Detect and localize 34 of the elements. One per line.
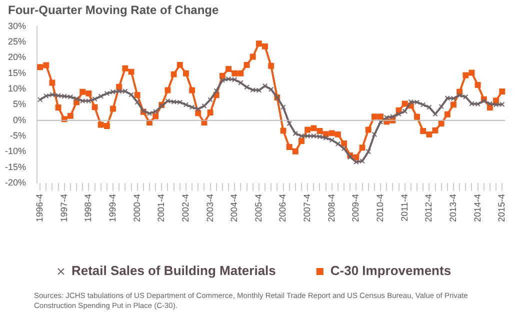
- x-tick-label: 1997-4: [58, 194, 69, 222]
- x-tick-label: 2003-4: [204, 194, 215, 222]
- legend-label: Retail Sales of Building Materials: [71, 263, 276, 278]
- y-tick-label: 30%: [8, 20, 26, 31]
- x-tick-label: 2015-4: [496, 194, 507, 222]
- x-tick-label: 2005-4: [253, 194, 264, 222]
- x-tick-label: 2009-4: [350, 194, 361, 222]
- y-tick-label: 25%: [8, 36, 26, 47]
- y-tick-label: 20%: [8, 52, 26, 62]
- y-tick-label: 15%: [8, 68, 26, 78]
- x-tick-label: 1999-4: [107, 194, 118, 222]
- x-tick-label: 2014-4: [472, 194, 482, 222]
- y-tick-label: 0%: [12, 114, 26, 125]
- x-tick-label: 2010-4: [375, 194, 386, 222]
- x-tick-label: 2008-4: [326, 194, 336, 222]
- x-tick-label: 1996-4: [34, 194, 45, 222]
- y-tick-label: -10%: [4, 146, 26, 156]
- chart-title: Four-Quarter Moving Rate of Change: [8, 3, 219, 17]
- y-tick-label: 10%: [8, 84, 26, 94]
- x-tick-label: 2013-4: [448, 194, 458, 222]
- y-tick-label: -15%: [4, 162, 26, 172]
- x-tick-label: 2011-4: [399, 194, 410, 222]
- legend-label: C-30 Improvements: [330, 263, 452, 278]
- x-tick-label: 2004-4: [229, 194, 240, 222]
- y-tick-label: -5%: [10, 130, 26, 140]
- y-tick-label: 5%: [12, 99, 26, 110]
- x-tick-label: 2006-4: [278, 194, 288, 222]
- x-tick-label: 1998-4: [83, 194, 94, 222]
- x-tick-label: 2000-4: [132, 194, 142, 222]
- x-tick-label: 2007-4: [302, 194, 312, 222]
- x-tick-label: 2001-4: [156, 194, 166, 222]
- y-tick-label: -20%: [4, 177, 26, 188]
- x-tick-label: 2012-4: [424, 194, 434, 222]
- x-tick-label: 2002-4: [180, 194, 190, 222]
